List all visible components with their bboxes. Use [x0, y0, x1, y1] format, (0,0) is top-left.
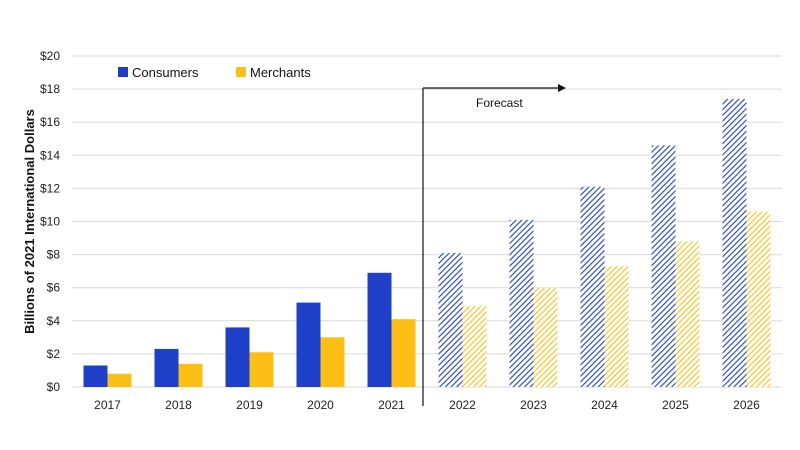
forecast-annotation: Forecast: [422, 84, 566, 406]
legend-label-consumers: Consumers: [132, 65, 199, 80]
y-tick-label: $6: [47, 281, 61, 295]
y-tick-label: $12: [40, 181, 60, 195]
x-tick-label: 2025: [662, 398, 689, 412]
y-tick-label: $16: [40, 115, 60, 129]
bar-consumers-2021: [367, 272, 392, 387]
y-tick-label: $4: [47, 314, 61, 328]
y-tick-label: $10: [40, 215, 60, 229]
y-tick-label: $20: [40, 49, 60, 63]
legend-swatch-merchants: [236, 67, 246, 77]
x-tick-label: 2019: [236, 398, 263, 412]
axes: $0 $2 $4 $6 $8 $10 $12 $14 $16 $18 $20 2017 2018 2019…: [22, 49, 760, 412]
gridlines: [72, 55, 782, 388]
bar-consumers-2018: [154, 348, 179, 387]
bar-merchants-2021: [391, 319, 416, 387]
y-tick-label: $0: [47, 380, 61, 394]
y-tick-label: $2: [47, 347, 61, 361]
bar-merchants-2026: [746, 211, 771, 387]
legend: Consumers Merchants: [118, 65, 311, 80]
bar-consumers-2024: [580, 186, 605, 387]
forecast-arrow-head: [558, 84, 566, 92]
bar-merchants-2017: [107, 373, 132, 387]
bar-consumers-2019: [225, 327, 250, 387]
bar-consumers-2025: [651, 145, 676, 387]
x-tick-label: 2024: [591, 398, 618, 412]
bar-merchants-2024: [604, 266, 629, 387]
x-tick-label: 2022: [449, 398, 476, 412]
bar-consumers-2026: [722, 99, 747, 387]
bar-consumers-2023: [509, 219, 534, 387]
bars: [83, 99, 771, 387]
bar-merchants-2020: [320, 337, 345, 387]
y-tick-label: $18: [40, 82, 60, 96]
legend-swatch-consumers: [118, 67, 128, 77]
x-tick-label: 2018: [165, 398, 192, 412]
bar-merchants-2025: [675, 241, 700, 387]
y-axis-title: Billions of 2021 International Dollars: [22, 109, 37, 334]
x-tick-label: 2023: [520, 398, 547, 412]
y-tick-label: $14: [40, 148, 60, 162]
y-tick-label: $8: [47, 248, 61, 262]
bar-consumers-2017: [83, 365, 108, 387]
x-tick-label: 2017: [94, 398, 121, 412]
x-tick-label: 2026: [733, 398, 760, 412]
bar-consumers-2020: [296, 302, 321, 387]
bar-merchants-2023: [533, 287, 558, 387]
x-tick-label: 2020: [307, 398, 334, 412]
x-tick-label: 2021: [378, 398, 405, 412]
legend-label-merchants: Merchants: [250, 65, 311, 80]
bar-consumers-2022: [438, 252, 463, 387]
bar-merchants-2018: [178, 363, 203, 387]
forecast-label: Forecast: [476, 96, 523, 110]
bar-merchants-2019: [249, 352, 274, 387]
bar-merchants-2022: [462, 305, 487, 387]
